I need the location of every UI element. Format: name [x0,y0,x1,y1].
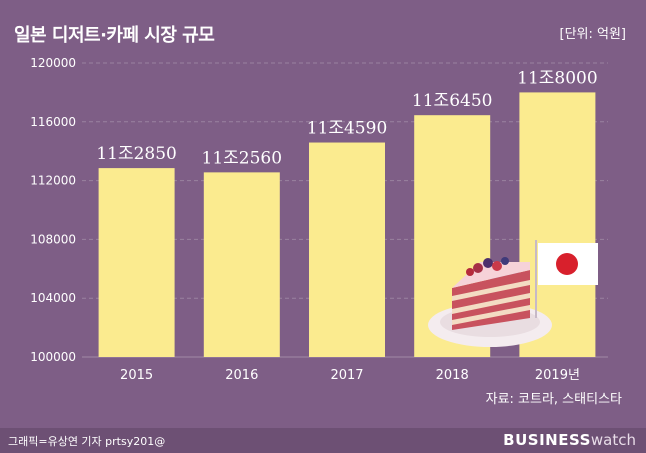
y-tick-label: 100000 [30,350,76,364]
x-tick-label: 2019년 [535,368,580,383]
data-label: 11조4590 [307,119,388,139]
x-tick-label: 2017 [330,368,363,383]
x-tick-label: 2015 [120,368,153,383]
berry-icon [473,263,483,273]
brand-logo: BUSINESSwatch [503,431,636,449]
y-tick-label: 104000 [30,291,76,305]
bar-2017 [309,142,385,357]
data-label: 11조2850 [96,144,177,164]
y-tick-label: 120000 [30,56,76,70]
bar-2016 [203,172,280,357]
y-tick-label: 112000 [30,174,76,188]
unit-label: [단위: 억원] [559,27,627,42]
source-note: 자료: 코트라, 스태티스타 [485,392,622,407]
x-tick-label: 2016 [225,368,258,383]
chart-title: 일본 디저트·카페 시장 규모 [14,25,215,46]
x-tick-label: 2018 [436,368,469,383]
y-tick-label: 116000 [30,115,76,129]
data-label: 11조6450 [412,91,493,111]
bars: 11조2850 11조2560 11조4590 11조6450 11조8000 [96,68,598,358]
y-tick-label: 108000 [30,232,76,246]
cake-illustration [428,240,598,347]
data-label: 11조8000 [517,68,598,88]
footer-bar: 그래픽=유상연 기자 prtsy201@ BUSINESSwatch [0,428,646,453]
graphic-credit: 그래픽=유상연 기자 prtsy201@ [8,435,166,448]
data-label: 11조2560 [202,148,283,168]
y-axis: 100000 104000 108000 112000 116000 120000 2015… [30,56,580,383]
bar-2015 [98,168,175,357]
